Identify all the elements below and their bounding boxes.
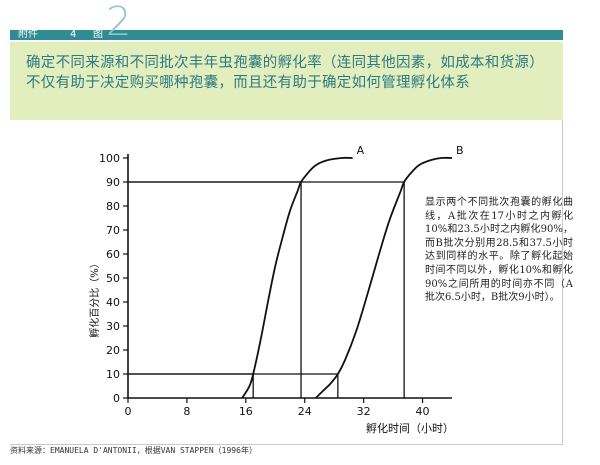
header-label-appendix: 附件 <box>18 29 38 40</box>
series-label-b: B <box>456 144 464 157</box>
series-label-a: A <box>357 144 365 157</box>
y-tick-label: 80 <box>106 200 120 213</box>
header-bar: 附件 4 图 <box>10 29 563 40</box>
header-label-number: 4 <box>70 29 77 40</box>
y-tick-label: 40 <box>106 296 120 309</box>
banner: 确定不同来源和不同批次丰年虫孢囊的孵化率（连同其他因素，如成本和货源）不仅有助于… <box>10 42 563 120</box>
chart-axes <box>127 154 452 399</box>
reference-lines <box>128 181 405 398</box>
y-tick-label: 10 <box>106 368 120 381</box>
x-axis-label: 孵化时间（小时） <box>366 421 454 435</box>
chart-curves <box>241 156 453 399</box>
y-tick-label: 20 <box>106 344 120 357</box>
source-note: 资料来源：EMANUELA D'ANTONII，根据VAN STAPPEN（19… <box>10 446 257 455</box>
y-tick-label: 30 <box>106 320 120 333</box>
chart-labels: 0 8 16 24 32 40 0 10 20 30 40 50 60 70 80 90 100 A B 孵化时间（小… <box>88 144 464 435</box>
x-tick-label: 24 <box>298 405 312 418</box>
series-line-a <box>241 156 353 399</box>
header-label-figure: 图 <box>93 29 103 40</box>
y-tick-label: 70 <box>106 224 120 237</box>
y-tick-label: 0 <box>113 392 120 405</box>
y-tick-label: 100 <box>99 152 120 165</box>
x-tick-label: 8 <box>183 405 190 418</box>
chart-annotation: 显示两个不同批次孢囊的孵化曲线，A批次在17小时之内孵化10%和23.5小时之内… <box>425 197 573 304</box>
x-tick-label: 16 <box>239 405 253 418</box>
chart-frame <box>10 120 563 445</box>
chart-ticks <box>123 157 424 403</box>
y-tick-label: 60 <box>106 248 120 261</box>
figure-number: 2 <box>106 0 132 45</box>
y-tick-label: 90 <box>106 176 120 189</box>
y-tick-label: 50 <box>106 272 120 285</box>
series-line-b <box>315 156 453 399</box>
banner-text: 确定不同来源和不同批次丰年虫孢囊的孵化率（连同其他因素，如成本和货源）不仅有助于… <box>26 55 544 91</box>
x-tick-label: 40 <box>416 405 430 418</box>
y-axis-label: 孵化百分比（%） <box>88 258 101 338</box>
x-tick-label: 0 <box>125 405 132 418</box>
x-tick-label: 32 <box>357 405 371 418</box>
